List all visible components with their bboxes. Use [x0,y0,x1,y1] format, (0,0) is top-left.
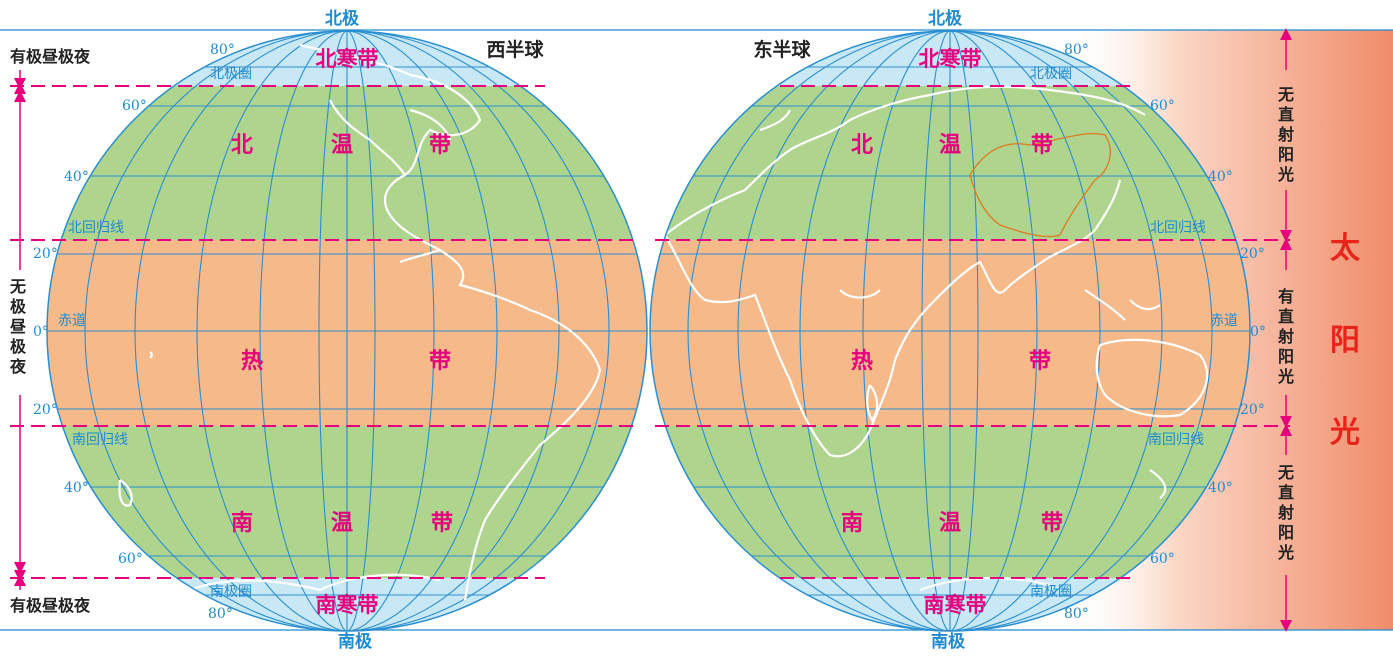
lat-label-60n-west: 60° [122,98,147,114]
svg-text:光: 光 [1330,415,1360,450]
tropical-char2-west: 带 [429,349,451,374]
continent-outlines-east [664,85,1209,592]
svg-text:直: 直 [1278,307,1294,326]
svg-text:直: 直 [1278,105,1294,124]
svg-text:有: 有 [1278,287,1294,306]
svg-text:直: 直 [1278,483,1294,502]
svg-text:无: 无 [1277,463,1294,482]
south-temperate-char3-west: 带 [431,511,453,536]
western-hemisphere-outline [46,30,648,632]
continent-outlines-west [118,43,602,601]
south-pole-label-east: 南极 [931,631,965,652]
tropic-of-capricorn-label-west: 南回归线 [72,431,128,448]
svg-text:夜: 夜 [9,357,27,376]
eastern-hemisphere-outline [649,30,1251,632]
lat-label-20n-west: 20° [33,246,58,262]
north-temperate-char1-east: 北 [851,133,873,158]
svg-text:光: 光 [1277,165,1294,184]
tropical-char1-west: 热 [241,348,263,374]
eastern-hemisphere-title: 东半球 [753,38,811,61]
equator-label-east: 赤道 [1210,313,1238,329]
svg-text:昼: 昼 [9,317,27,336]
svg-text:无: 无 [1277,85,1294,104]
north-temperate-char2-west: 温 [331,133,353,158]
svg-text:光: 光 [1277,367,1294,386]
antarctic-circle-label-east: 南极圈 [1030,584,1072,600]
arctic-circle-label-west: 北极圈 [210,66,252,82]
sunlight-label: 太 阳 光 [1330,231,1361,450]
svg-text:阳: 阳 [1278,347,1294,366]
direct-sunlight-label: 有 直 射 阳 光 [1277,287,1294,386]
arctic-circle-label-east: 北极圈 [1030,66,1072,82]
svg-text:射: 射 [1277,503,1294,522]
polar-day-night-label-north: 有极昼极夜 [10,47,91,66]
svg-text:阳: 阳 [1330,323,1360,358]
lat-label-20s-east: 20° [1240,402,1265,418]
no-direct-sunlight-label-north: 无 直 射 阳 光 [1277,85,1294,184]
lat-label-80n-east: 80° [1064,42,1089,58]
zone-boundaries [10,85,1290,579]
north-temperate-char2-east: 温 [939,133,961,158]
svg-text:极: 极 [10,297,27,316]
western-hemisphere-globe [47,31,647,631]
western-hemisphere-title: 西半球 [486,38,544,61]
north-pole-label-east: 北极 [928,9,962,29]
south-temperate-char1-west: 南 [231,511,253,536]
svg-text:太: 太 [1330,231,1361,266]
south-temperate-char1-east: 南 [841,511,863,536]
lat-label-20s-west: 20° [33,402,58,418]
lat-label-60s-west: 60° [118,551,143,567]
north-temperate-char3-east: 带 [1031,133,1053,158]
no-direct-sunlight-label-south: 无 直 射 阳 光 [1277,463,1294,562]
south-temperate-char2-east: 温 [939,511,961,536]
south-pole-label-west: 南极 [338,631,372,652]
lat-label-40s-west: 40° [64,480,89,496]
tropical-char1-east: 热 [851,348,873,374]
lat-label-80n-west: 80° [210,42,235,58]
south-temperate-char3-east: 带 [1041,511,1063,536]
south-temperate-char2-west: 温 [331,511,353,536]
equator-label-west: 赤道 [58,313,86,329]
tropic-of-cancer-label-east: 北回归线 [1150,219,1206,236]
tropical-char2-east: 带 [1029,349,1051,374]
south-frigid-zone-label-west: 南寒带 [316,593,379,617]
antarctic-circle-label-west: 南极圈 [210,584,252,600]
svg-text:无: 无 [9,277,26,296]
lat-label-60s-east: 60° [1150,551,1175,567]
lat-label-0-east: 0° [1250,324,1266,340]
svg-text:射: 射 [1277,327,1294,346]
eastern-hemisphere-globe [650,31,1250,631]
lat-label-40n-east: 40° [1208,169,1233,185]
polar-day-night-label-south: 有极昼极夜 [10,596,91,615]
north-frigid-zone-label-east: 北寒带 [919,47,982,71]
north-pole-label-west: 北极 [325,9,359,29]
svg-text:极: 极 [10,337,27,356]
tropical-zone [47,240,647,426]
north-temperate-char1-west: 北 [231,133,253,158]
tropic-of-cancer-label-west: 北回归线 [68,219,124,236]
lat-label-20n-east: 20° [1240,246,1265,262]
lat-label-40n-west: 40° [64,169,89,185]
svg-text:光: 光 [1277,543,1294,562]
china-border [969,133,1111,238]
north-frigid-zone-label-west: 北寒带 [316,47,379,71]
lat-label-60n-east: 60° [1150,98,1175,114]
south-frigid-zone-label-east: 南寒带 [924,593,987,617]
lat-label-0-west: 0° [33,324,49,340]
tropic-of-capricorn-label-east: 南回归线 [1148,431,1204,448]
no-polar-day-night-label: 无 极 昼 极 夜 [9,277,27,376]
temperate-zone-south [47,426,647,578]
svg-text:射: 射 [1277,125,1294,144]
north-temperate-char3-west: 带 [429,133,451,158]
lat-label-80s-west: 80° [208,606,233,622]
lat-label-80s-east: 80° [1064,606,1089,622]
svg-text:阳: 阳 [1278,145,1294,164]
lat-label-40s-east: 40° [1208,480,1233,496]
svg-text:阳: 阳 [1278,523,1294,542]
